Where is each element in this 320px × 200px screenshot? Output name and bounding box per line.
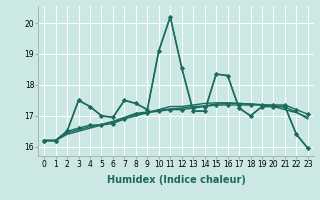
X-axis label: Humidex (Indice chaleur): Humidex (Indice chaleur) [107, 175, 245, 185]
